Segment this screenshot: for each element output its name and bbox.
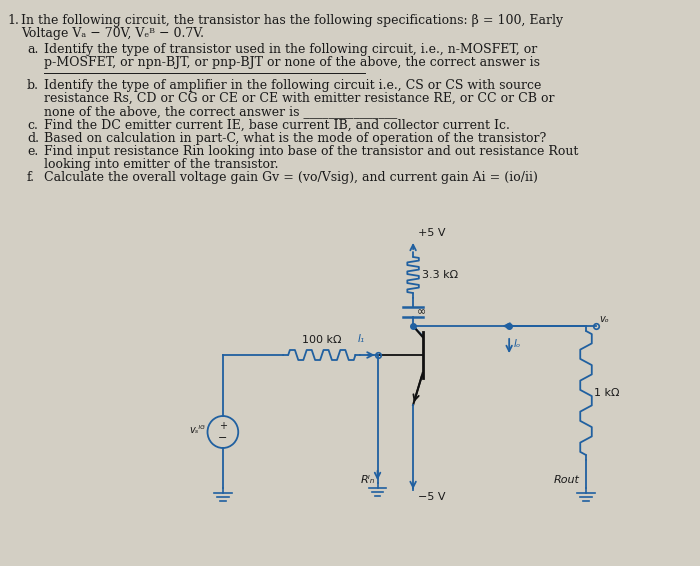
- Text: 100 kΩ: 100 kΩ: [302, 335, 342, 345]
- Text: Rᴵₙ: Rᴵₙ: [360, 475, 375, 485]
- Text: d.: d.: [27, 132, 39, 145]
- Text: Find the DC emitter current IE, base current IB, and collector current Ic.: Find the DC emitter current IE, base cur…: [44, 119, 510, 132]
- Text: Rout: Rout: [554, 475, 580, 485]
- Text: Voltage Vₐ − 70V, Vₑᴮ − 0.7V.: Voltage Vₐ − 70V, Vₑᴮ − 0.7V.: [21, 27, 204, 40]
- Text: −: −: [218, 433, 228, 443]
- Text: resistance Rs, CD or CG or CE or CE with emitter resistance RE, or CC or CB or: resistance Rs, CD or CG or CE or CE with…: [44, 92, 554, 105]
- Text: a.: a.: [27, 43, 38, 56]
- Text: Identify the type of transistor used in the following circuit, i.e., n-MOSFET, o: Identify the type of transistor used in …: [44, 43, 538, 56]
- Text: −5 V: −5 V: [418, 492, 445, 502]
- Text: b.: b.: [27, 79, 39, 92]
- Text: vₛᴵᴳ: vₛᴵᴳ: [190, 425, 206, 435]
- Text: 1.: 1.: [8, 14, 20, 27]
- Text: +: +: [219, 421, 227, 431]
- Text: Based on calculation in part-C, what is the mode of operation of the transistor?: Based on calculation in part-C, what is …: [44, 132, 547, 145]
- Text: e.: e.: [27, 145, 38, 158]
- Text: 3.3 kΩ: 3.3 kΩ: [421, 270, 458, 280]
- Text: In the following circuit, the transistor has the following specifications: β = 1: In the following circuit, the transistor…: [21, 14, 564, 27]
- Text: vₒ: vₒ: [599, 314, 609, 324]
- Text: Calculate the overall voltage gain Gv = (vo/Vsig), and current gain Ai = (io/ii): Calculate the overall voltage gain Gv = …: [44, 171, 538, 184]
- Text: 1 kΩ: 1 kΩ: [594, 388, 620, 398]
- Text: I₁: I₁: [358, 334, 365, 344]
- Text: Find input resistance Rin looking into base of the transistor and out resistance: Find input resistance Rin looking into b…: [44, 145, 579, 158]
- Text: looking into emitter of the transistor.: looking into emitter of the transistor.: [44, 158, 279, 171]
- Text: Identify the type of amplifier in the following circuit i.e., CS or CS with sour: Identify the type of amplifier in the fo…: [44, 79, 542, 92]
- Text: none of the above, the correct answer is _______________: none of the above, the correct answer is…: [44, 105, 398, 118]
- Text: ∞: ∞: [417, 307, 426, 317]
- Text: c.: c.: [27, 119, 38, 132]
- Text: +5 V: +5 V: [418, 228, 445, 238]
- Text: p-MOSFET, or npn-BJT, or pnp-BJT or none of the above, the correct answer is: p-MOSFET, or npn-BJT, or pnp-BJT or none…: [44, 56, 540, 69]
- Text: Iₒ: Iₒ: [514, 339, 522, 349]
- Text: f.: f.: [27, 171, 35, 184]
